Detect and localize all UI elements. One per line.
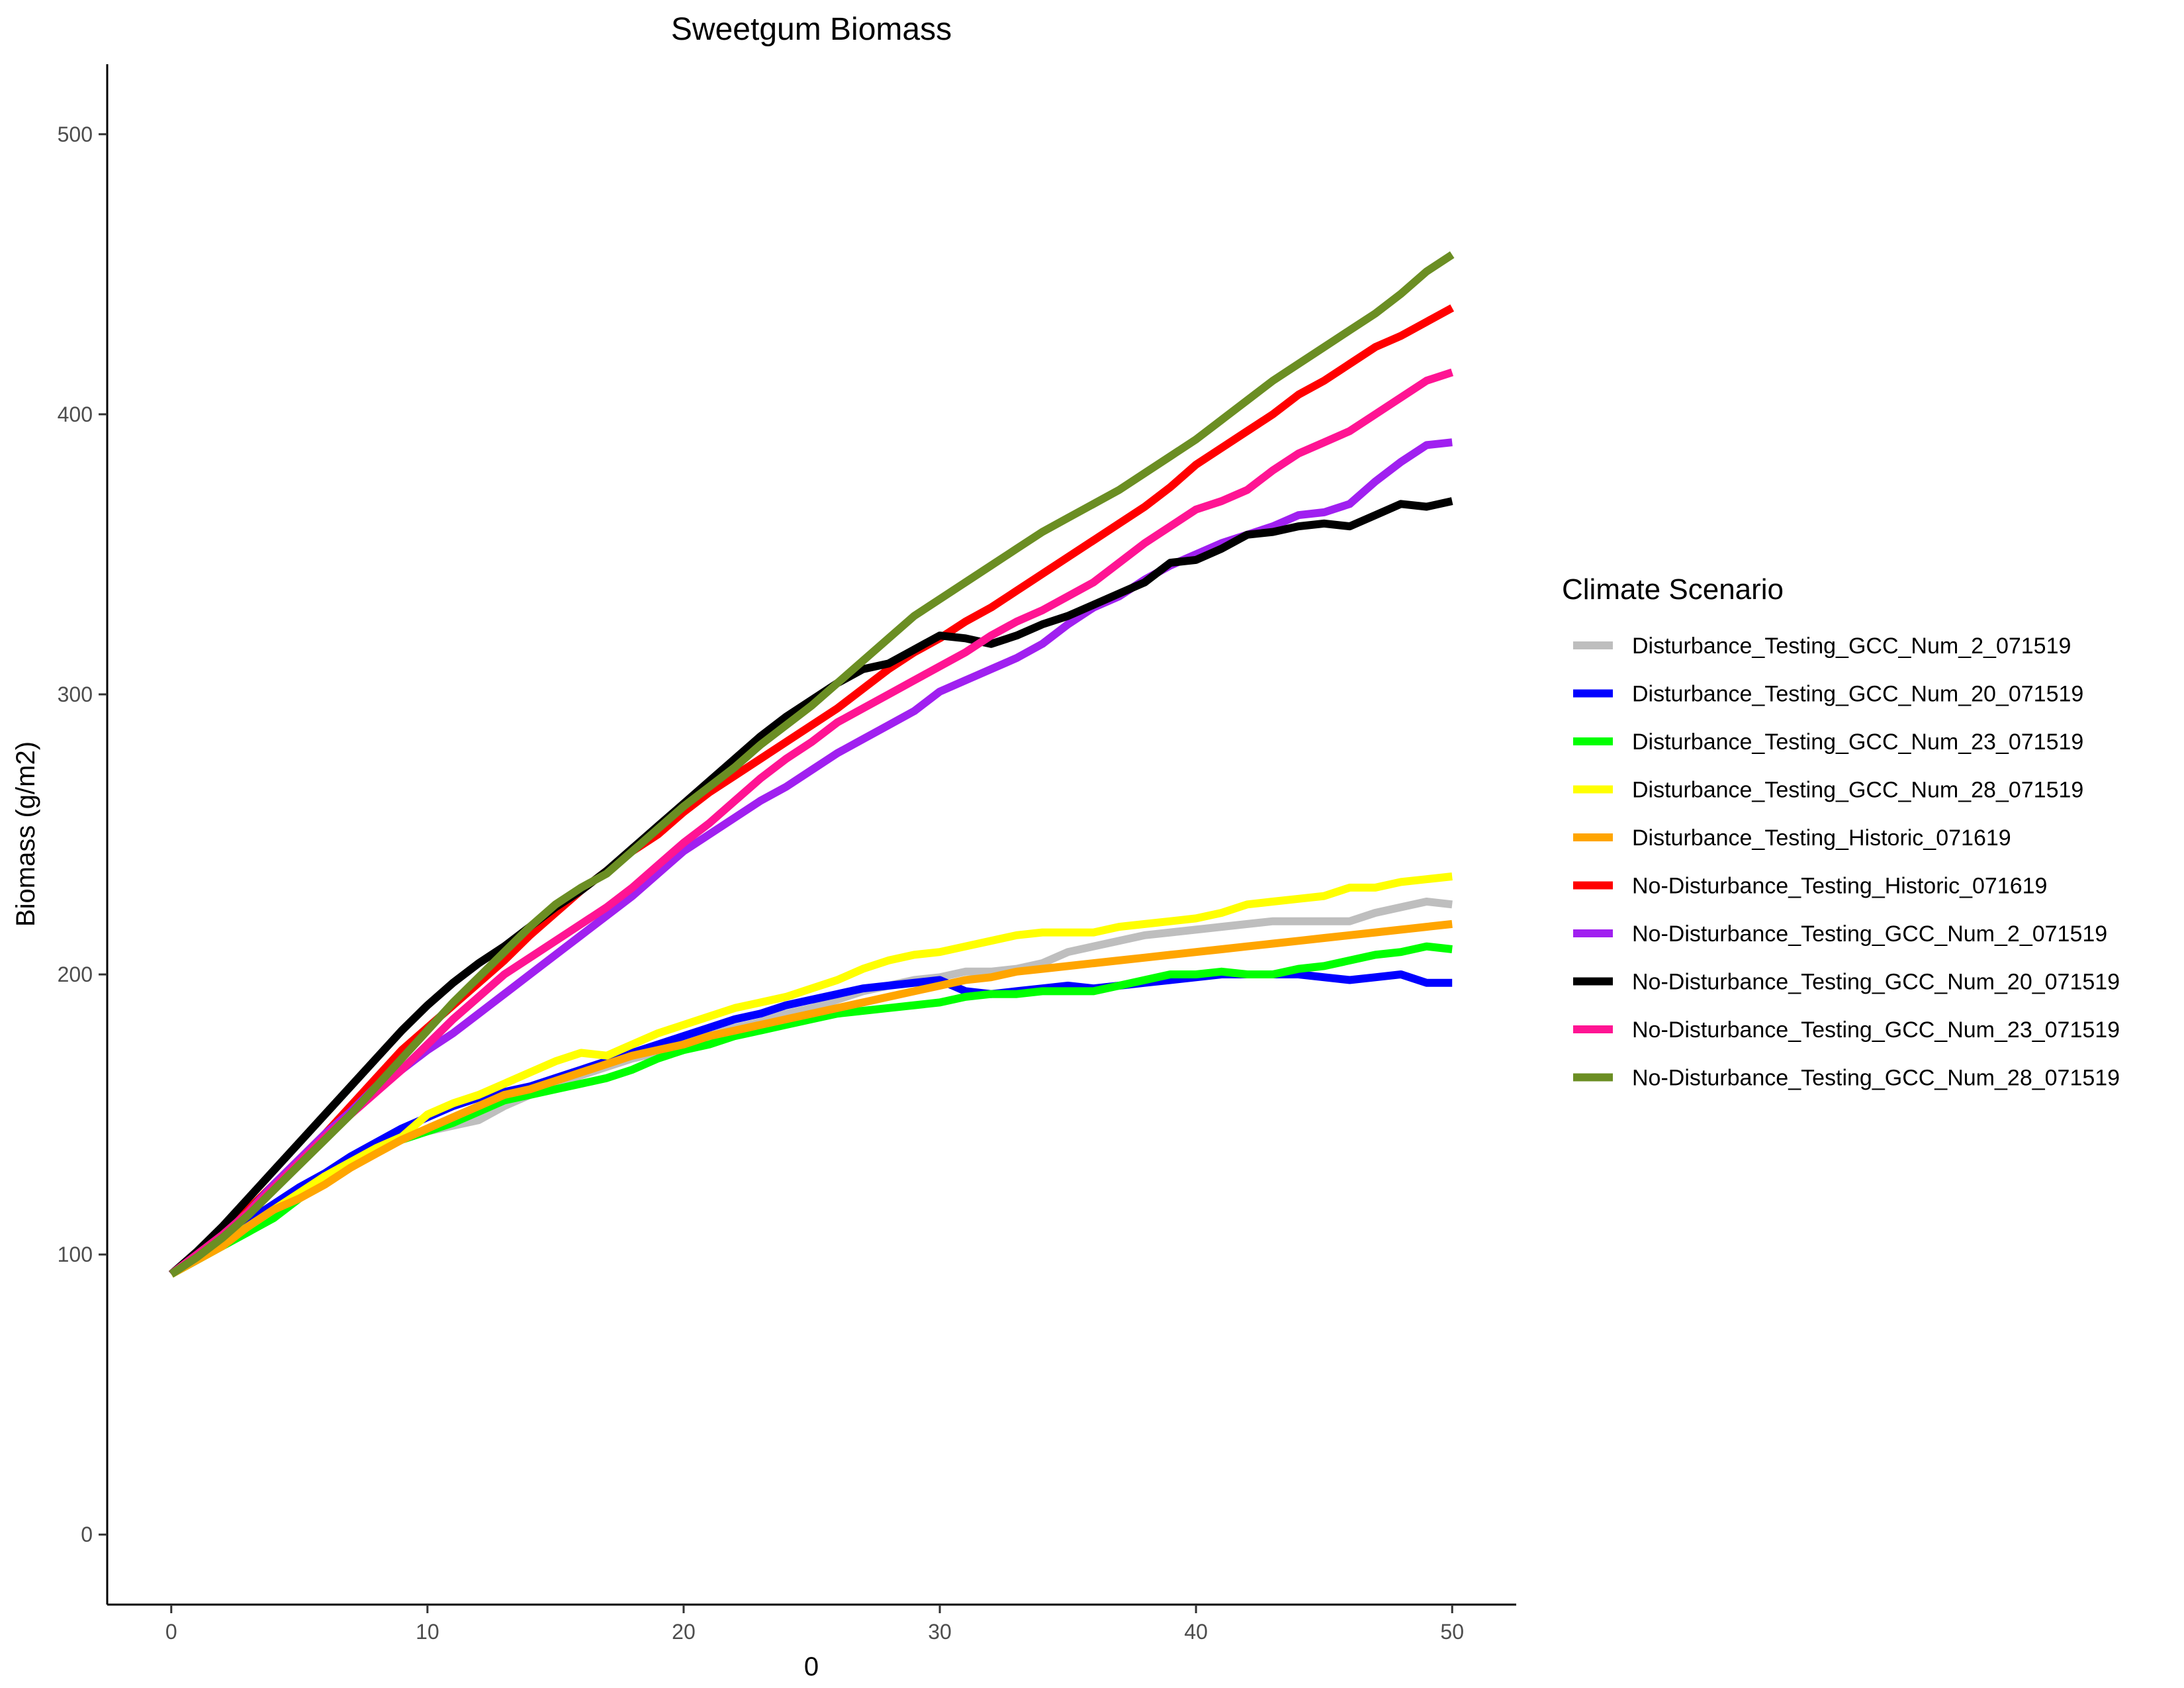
x-tick-label: 0 bbox=[165, 1620, 177, 1644]
legend-label-1: Disturbance_Testing_GCC_Num_2_071519 bbox=[1632, 633, 2071, 659]
legend-label-4: Disturbance_Testing_GCC_Num_28_071519 bbox=[1632, 778, 2083, 803]
y-tick-label: 400 bbox=[58, 402, 93, 426]
series-line-5 bbox=[169, 919, 1453, 1278]
y-tick-label: 500 bbox=[58, 122, 93, 146]
legend: Climate Scenario Disturbance_Testing_GCC… bbox=[1562, 573, 2120, 1091]
legend-label-5: Disturbance_Testing_Historic_071619 bbox=[1632, 825, 2011, 851]
legend-items: Disturbance_Testing_GCC_Num_2_071519 Dist… bbox=[1573, 633, 2120, 1091]
legend-label-3: Disturbance_Testing_GCC_Num_23_071519 bbox=[1632, 729, 2083, 755]
legend-label-10: No-Disturbance_Testing_GCC_Num_28_071519 bbox=[1632, 1066, 2120, 1091]
legend-label-2: Disturbance_Testing_GCC_Num_20_071519 bbox=[1632, 682, 2083, 707]
x-tick-label: 40 bbox=[1184, 1620, 1208, 1644]
series-line-9 bbox=[169, 368, 1454, 1278]
series-line-8 bbox=[168, 497, 1453, 1278]
x-tick-label: 50 bbox=[1440, 1620, 1464, 1644]
series-line-4 bbox=[169, 872, 1453, 1278]
chart-title: Sweetgum Biomass bbox=[671, 12, 952, 47]
x-tick-label: 10 bbox=[416, 1620, 439, 1644]
series-layer bbox=[168, 251, 1455, 1278]
x-axis-ticks: 0 10 20 30 40 50 bbox=[165, 1605, 1464, 1644]
legend-label-7: No-Disturbance_Testing_GCC_Num_2_071519 bbox=[1632, 921, 2107, 947]
y-axis-title: Biomass (g/m2) bbox=[11, 741, 40, 927]
legend-title: Climate Scenario bbox=[1562, 573, 1784, 606]
legend-label-6: No-Disturbance_Testing_Historic_071619 bbox=[1632, 874, 2047, 899]
legend-label-8: No-Disturbance_Testing_GCC_Num_20_071519 bbox=[1632, 970, 2120, 995]
y-tick-label: 300 bbox=[58, 682, 93, 706]
series-line-6 bbox=[169, 304, 1455, 1278]
y-axis-ticks: 0 100 200 300 400 500 bbox=[58, 122, 107, 1546]
series-line-10 bbox=[169, 251, 1455, 1278]
x-tick-label: 20 bbox=[672, 1620, 696, 1644]
plot-area: 0 10 20 30 40 50 0 100 200 300 400 500 bbox=[58, 64, 1516, 1644]
y-tick-label: 100 bbox=[58, 1243, 93, 1266]
x-tick-label: 30 bbox=[928, 1620, 952, 1644]
y-tick-label: 200 bbox=[58, 962, 93, 986]
y-tick-label: 0 bbox=[81, 1523, 93, 1546]
x-axis-title: 0 bbox=[804, 1652, 819, 1681]
legend-label-9: No-Disturbance_Testing_GCC_Num_23_071519 bbox=[1632, 1017, 2120, 1043]
